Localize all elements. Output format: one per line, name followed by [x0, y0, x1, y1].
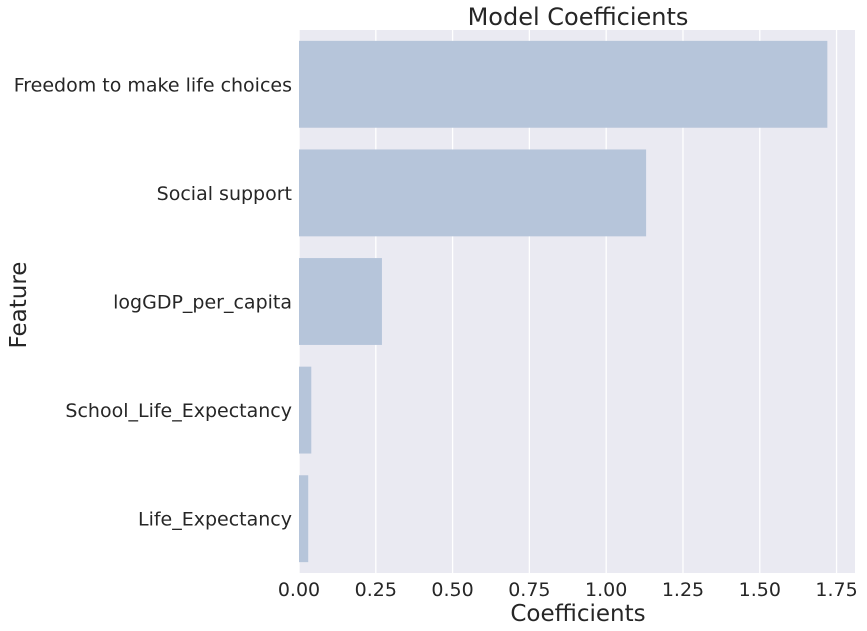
x-axis-label: Coefficients — [510, 601, 645, 627]
y-tick-label: Freedom to make life choices — [14, 74, 292, 96]
y-tick-label: logGDP_per_capita — [113, 292, 292, 314]
bar — [299, 366, 312, 454]
x-tick-labels: 0.00 0.25 0.50 0.75 1.00 1.25 1.50 1.75 — [278, 579, 858, 601]
chart-title: Model Coefficients — [468, 3, 689, 31]
y-tick-label: Life_Expectancy — [138, 509, 292, 531]
y-tick-labels: Freedom to make life choices Social suppo… — [14, 74, 292, 530]
x-tick-label: 1.50 — [739, 579, 781, 601]
bar — [299, 258, 382, 345]
bar — [299, 40, 828, 128]
x-tick-label: 1.75 — [815, 579, 857, 601]
y-tick-label: Social support — [157, 183, 292, 205]
x-tick-label: 0.00 — [278, 579, 320, 601]
x-tick-label: 0.75 — [508, 579, 550, 601]
x-tick-label: 1.00 — [585, 579, 627, 601]
x-tick-label: 0.50 — [431, 579, 473, 601]
bars — [299, 40, 828, 563]
x-tick-label: 0.25 — [355, 579, 397, 601]
y-tick-label: School_Life_Expectancy — [65, 400, 292, 422]
bar — [299, 149, 647, 237]
y-axis-label: Feature — [6, 262, 32, 349]
x-tick-label: 1.25 — [662, 579, 704, 601]
bar — [299, 475, 309, 563]
